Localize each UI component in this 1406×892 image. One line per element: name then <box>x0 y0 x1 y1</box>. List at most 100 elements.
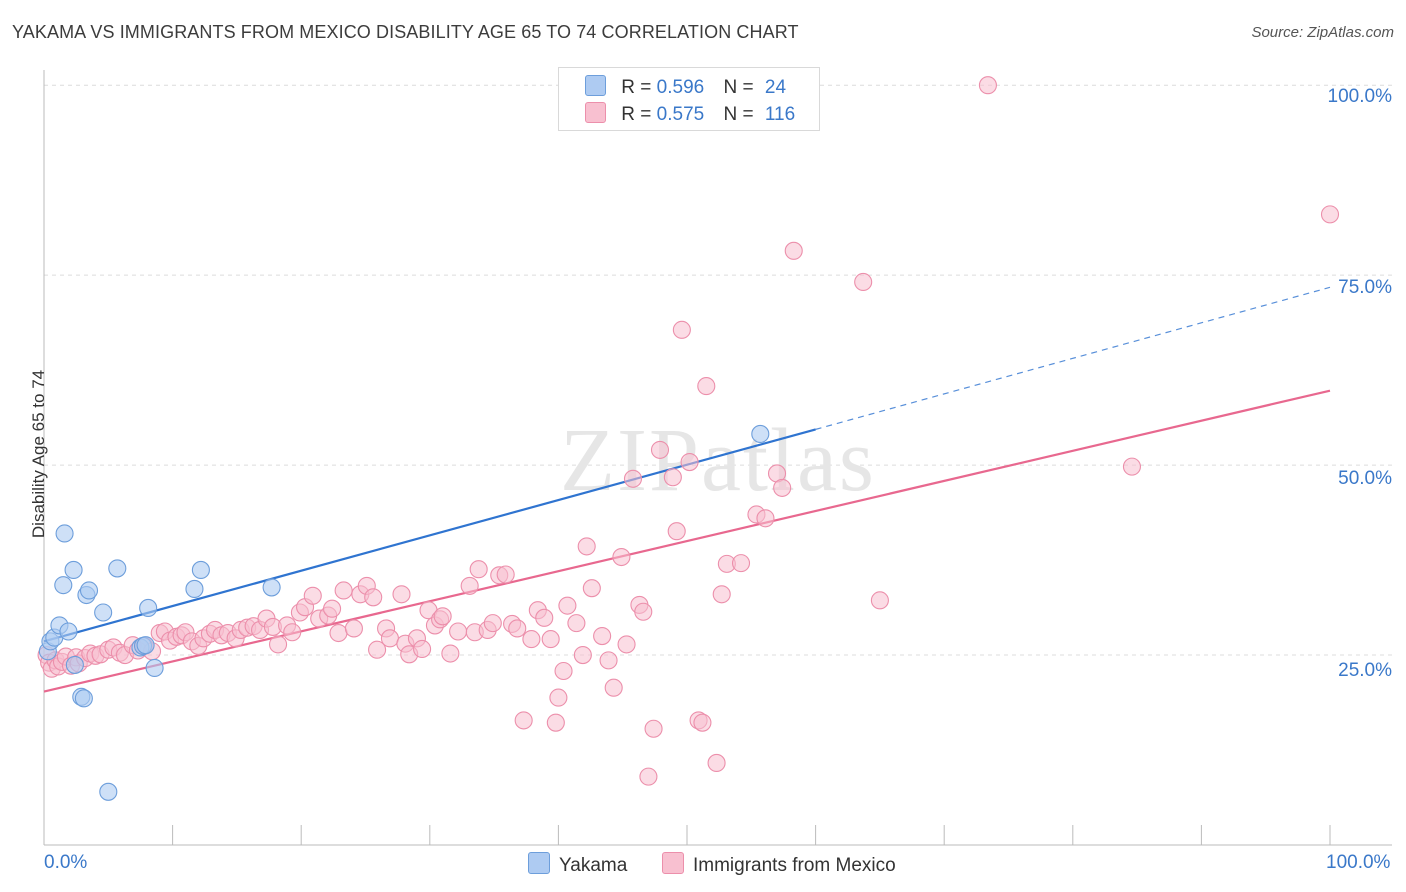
stats-legend: R = 0.596 N = 24 R = 0.575 N = 116 <box>558 67 820 131</box>
mexico-point <box>380 629 399 648</box>
legend-row-yakama: R = 0.596 N = 24 <box>585 75 786 99</box>
legend-row-mexico: R = 0.575 N = 116 <box>585 102 795 126</box>
mexico-point <box>712 585 731 604</box>
mexico-point <box>558 596 577 615</box>
y-tick-label-75: 75.0% <box>1338 277 1392 298</box>
mexico-point <box>546 713 565 732</box>
yakama-point <box>185 579 204 598</box>
mexico-point <box>344 619 363 638</box>
mexico-point <box>483 614 502 633</box>
chart-title: YAKAMA VS IMMIGRANTS FROM MEXICO DISABIL… <box>12 22 799 42</box>
yakama-point <box>65 655 84 674</box>
mexico-point <box>1122 457 1142 476</box>
yakama-point <box>99 782 118 801</box>
mexico-swatch <box>585 102 606 123</box>
mexico-point <box>870 591 889 610</box>
mexico-point <box>449 622 468 641</box>
mexico-point <box>756 509 775 528</box>
mexico-point <box>364 588 383 607</box>
yakama-point <box>64 560 83 580</box>
mexico-point <box>554 661 573 681</box>
mexico-point <box>582 579 601 598</box>
mexico-point <box>680 453 699 472</box>
mexico-point <box>413 639 432 659</box>
mexico-point <box>697 377 716 396</box>
mexico-point <box>496 565 515 584</box>
mexico-point <box>508 619 527 638</box>
yakama-point <box>54 576 73 595</box>
yakama-point <box>139 598 158 617</box>
mexico-point <box>535 608 554 627</box>
mexico-point <box>441 644 460 663</box>
watermark: ZIPatlas <box>560 411 876 510</box>
mexico-point <box>323 599 342 618</box>
mexico-point <box>854 272 873 292</box>
yakama-point <box>262 578 281 597</box>
mexico-trend-line <box>43 389 1331 693</box>
mexico-point <box>650 440 670 459</box>
mexico-point <box>667 522 686 541</box>
legend-item-yakama[interactable]: Yakama <box>528 852 627 877</box>
x-tick-label-1: 100.0% <box>1326 852 1391 873</box>
n-value: 24 <box>764 77 787 98</box>
n-label: N = <box>723 104 754 125</box>
axes <box>43 70 1392 846</box>
mexico-point <box>1320 205 1340 224</box>
mexico-point <box>707 753 726 772</box>
mexico-point <box>663 468 682 487</box>
mexico-point <box>514 711 533 730</box>
yakama-point <box>59 622 78 641</box>
legend-item-mexico[interactable]: Immigrants from Mexico <box>662 852 896 877</box>
mexico-point <box>693 713 712 732</box>
mexico-point <box>623 469 643 488</box>
mexico-point <box>644 719 663 738</box>
r-label: R = <box>621 104 652 125</box>
mexico-point <box>303 586 322 605</box>
yakama-point <box>191 560 210 580</box>
yakama-point <box>94 603 113 622</box>
n-value: 116 <box>764 104 796 125</box>
source-label: Source: ZipAtlas.com <box>1251 24 1394 41</box>
mexico-point <box>392 585 411 604</box>
yakama-swatch <box>585 75 606 96</box>
mexico-point <box>617 635 636 654</box>
mexico-point <box>549 688 568 707</box>
y-tick-label-50: 50.0% <box>1338 468 1392 489</box>
mexico-point <box>433 607 452 626</box>
mexico-point <box>269 635 288 654</box>
mexico-point <box>283 623 302 642</box>
y-tick-label-100: 100.0% <box>1327 86 1392 107</box>
mexico-point <box>773 478 792 497</box>
mexico-point <box>469 560 488 579</box>
mexico-point <box>978 76 997 95</box>
yakama-point <box>145 658 164 678</box>
mexico-point <box>639 767 658 786</box>
mexico-point <box>634 602 653 621</box>
y-axis-label: Disability Age 65 to 74 <box>29 369 48 539</box>
legend-label-yakama: Yakama <box>559 855 628 876</box>
mexico-point <box>604 678 623 697</box>
yakama-point <box>55 524 74 543</box>
yakama-legend-swatch <box>528 852 550 874</box>
mexico-point <box>460 576 479 595</box>
yakama-point <box>136 636 155 655</box>
n-label: N = <box>723 77 754 98</box>
mexico-point <box>593 627 612 646</box>
mexico-point <box>672 320 691 339</box>
mexico-point <box>541 630 560 649</box>
x-tick-label-0: 0.0% <box>44 852 88 873</box>
mexico-point <box>612 547 631 567</box>
yakama-point <box>751 424 770 443</box>
mexico-point <box>567 614 586 633</box>
y-tick-label-25: 25.0% <box>1338 660 1392 681</box>
r-value: 0.575 <box>656 104 705 125</box>
mexico-point <box>573 645 592 665</box>
mexico-point <box>731 554 751 573</box>
mexico-legend-swatch <box>662 852 684 874</box>
legend-label-mexico: Immigrants from Mexico <box>693 855 896 876</box>
yakama-trend-extension <box>815 286 1331 430</box>
mexico-point <box>368 640 387 659</box>
mexico-point <box>577 537 596 556</box>
gridlines <box>44 84 1392 656</box>
